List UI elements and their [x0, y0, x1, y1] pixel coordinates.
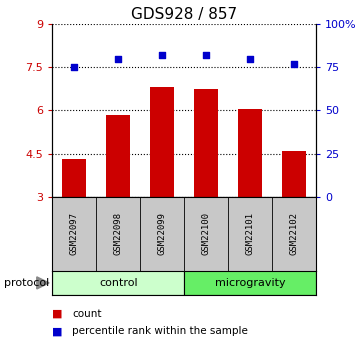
Bar	[238, 109, 262, 197]
Text: protocol: protocol	[4, 278, 49, 288]
Bar	[282, 151, 306, 197]
Point	[71, 65, 77, 70]
Text: microgravity: microgravity	[215, 278, 285, 288]
Text: percentile rank within the sample: percentile rank within the sample	[72, 326, 248, 336]
Text: GSM22102: GSM22102	[290, 212, 299, 255]
Text: GSM22100: GSM22100	[201, 212, 210, 255]
Text: GSM22097: GSM22097	[70, 212, 79, 255]
Point	[247, 56, 253, 61]
Bar	[194, 89, 218, 197]
Point	[291, 61, 297, 67]
Bar	[52, 271, 184, 295]
Polygon shape	[37, 277, 49, 289]
Text: GSM22099: GSM22099	[158, 212, 167, 255]
Bar	[62, 159, 86, 197]
Text: GSM22101: GSM22101	[245, 212, 255, 255]
Bar	[184, 271, 316, 295]
Bar	[106, 115, 130, 197]
Bar	[150, 87, 174, 197]
Point	[115, 56, 121, 61]
Point	[203, 52, 209, 58]
Text: GSM22098: GSM22098	[114, 212, 123, 255]
Text: ■: ■	[52, 309, 63, 319]
Point	[159, 52, 165, 58]
Text: count: count	[72, 309, 102, 319]
Text: ■: ■	[52, 326, 63, 336]
Text: control: control	[99, 278, 138, 288]
Title: GDS928 / 857: GDS928 / 857	[131, 7, 237, 22]
